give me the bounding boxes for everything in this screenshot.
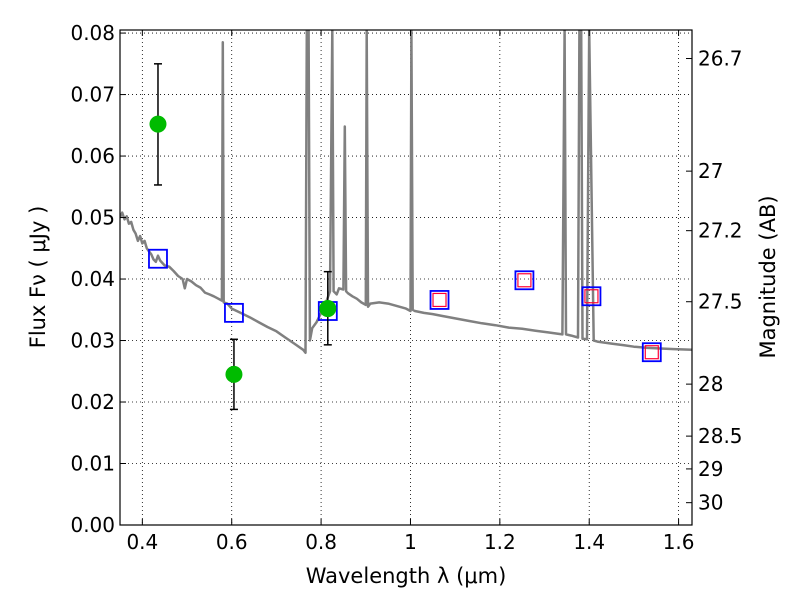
model-flux-square <box>429 290 450 310</box>
x-tick-label: 1.6 <box>663 530 695 554</box>
axis-ticks: 0.4 0.6 0.8 1 1.2 1.4 1.6 0.00 0.01 0.02 0.03 0.04 0… <box>70 21 742 554</box>
model-flux-square <box>641 342 662 363</box>
model-flux-square <box>514 270 535 291</box>
limit-square <box>432 292 447 308</box>
x-axis-label: Wavelength λ (μm) <box>306 564 507 588</box>
y-tick-label: 0.04 <box>70 267 115 291</box>
y2-tick-label: 28.5 <box>698 424 743 448</box>
y-axis-label: Flux Fν ( μJy ) <box>26 206 50 349</box>
limit-square <box>644 345 659 360</box>
y2-tick-label: 29 <box>698 457 723 481</box>
plot-frame <box>119 29 693 526</box>
limit-square <box>584 289 599 304</box>
y2-tick-label: 28 <box>698 372 723 396</box>
limit-square <box>517 273 532 288</box>
y-tick-label: 0.00 <box>70 513 115 537</box>
x-tick-label: 1 <box>404 530 417 554</box>
observed-flux-point <box>149 115 167 133</box>
y2-tick-label: 27.2 <box>698 219 743 243</box>
model-flux-square <box>224 302 244 323</box>
y2-tick-label: 26.7 <box>698 47 743 71</box>
y2-tick-label: 27 <box>698 159 723 183</box>
y-tick-label: 0.01 <box>70 452 115 476</box>
y-tick-label: 0.02 <box>70 390 115 414</box>
model-flux-square <box>581 286 602 307</box>
x-tick-label: 0.8 <box>305 530 337 554</box>
x-tick-label: 0.6 <box>216 530 248 554</box>
model-flux-square <box>148 248 168 269</box>
y2-tick-label: 30 <box>698 491 723 515</box>
y-tick-label: 0.06 <box>70 144 115 168</box>
y-tick-label: 0.08 <box>70 21 115 45</box>
observed-flux-point <box>225 365 243 383</box>
x-tick-label: 1.4 <box>573 530 605 554</box>
data-markers <box>148 63 662 411</box>
y-tick-label: 0.03 <box>70 329 115 353</box>
x-tick-label: 1.2 <box>484 530 516 554</box>
y-tick-label: 0.05 <box>70 206 115 230</box>
y2-tick-label: 27.5 <box>698 290 743 314</box>
y-tick-label: 0.07 <box>70 83 115 107</box>
x-tick-label: 0.4 <box>126 530 158 554</box>
observed-flux-point <box>319 300 337 318</box>
y2-axis-label: Magnitude (AB) <box>756 195 780 358</box>
